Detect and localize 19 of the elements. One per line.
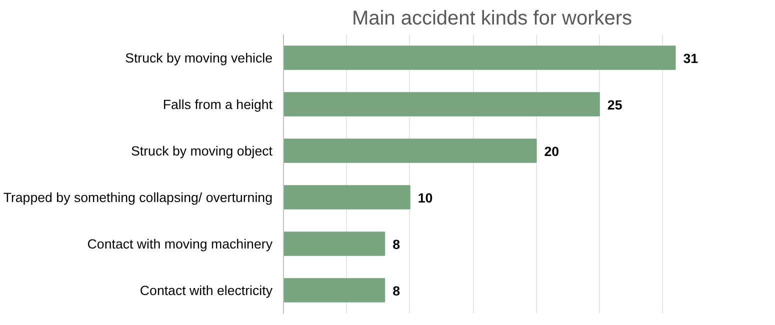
bar (284, 138, 537, 163)
bar (284, 185, 410, 210)
y-tick-label: Contact with electricity (140, 282, 273, 298)
bar (284, 46, 676, 70)
data-label: 31 (683, 50, 699, 66)
y-tick-label: Contact with moving machinery (87, 236, 273, 252)
data-label: 20 (544, 144, 560, 159)
chart-title: Main accident kinds for workers (352, 8, 632, 30)
data-label: 25 (607, 97, 623, 112)
data-label: 10 (418, 190, 433, 206)
y-tick-label: Trapped by something collapsing/ overturning (3, 190, 272, 205)
y-tick-label: Struck by moving vehicle (125, 50, 273, 66)
y-tick-label: Falls from a height (162, 96, 273, 112)
bar (284, 92, 600, 116)
bar (284, 232, 386, 256)
y-tick-label: Struck by moving object (131, 143, 273, 158)
data-label: 8 (392, 283, 400, 298)
bar (284, 278, 386, 302)
data-label: 8 (392, 236, 400, 252)
